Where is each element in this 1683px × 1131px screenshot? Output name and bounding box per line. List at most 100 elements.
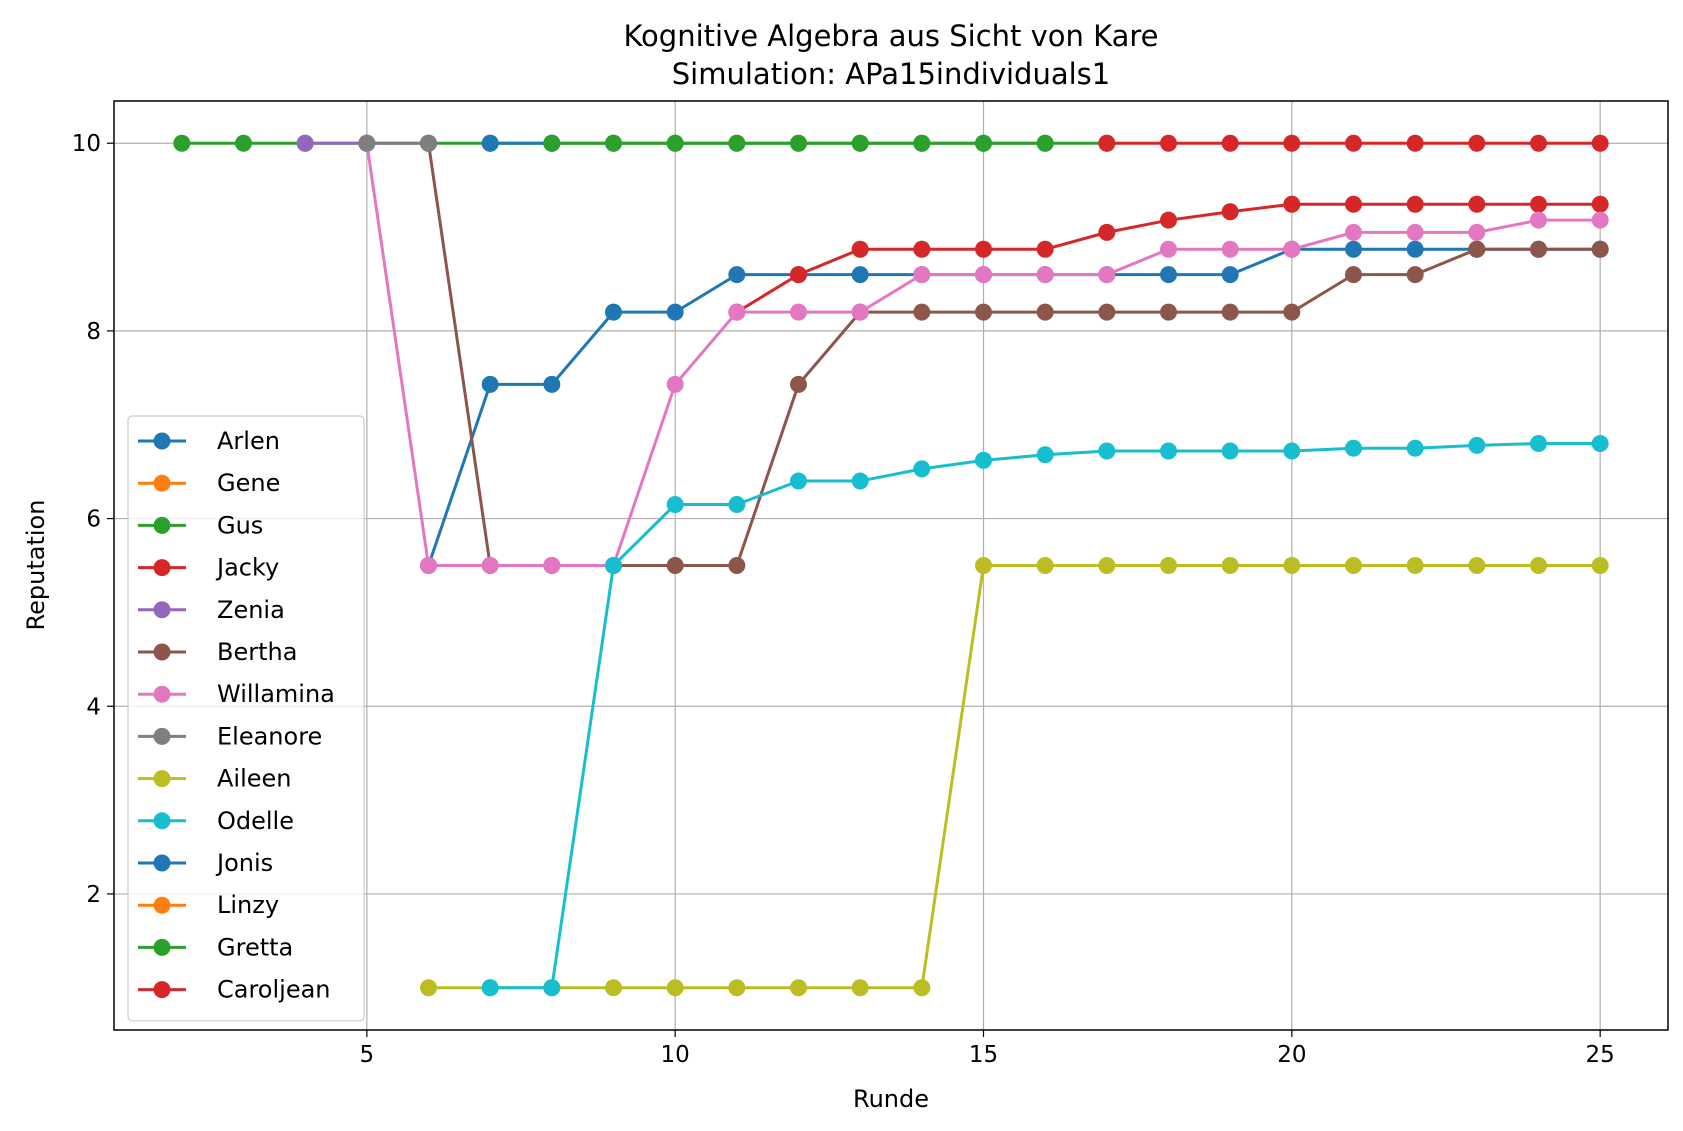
data-point-willamina xyxy=(852,304,869,321)
data-point-bertha xyxy=(1530,241,1547,258)
x-tick-label: 10 xyxy=(661,1042,690,1068)
data-point-odelle xyxy=(605,557,622,574)
legend: ArlenGeneGusJackyZeniaBerthaWillaminaEle… xyxy=(128,416,364,1021)
data-point-jacky xyxy=(913,241,930,258)
data-point-willamina xyxy=(667,376,684,393)
legend-label-odelle: Odelle xyxy=(217,807,294,835)
chart-subtitle: Simulation: APa15individuals1 xyxy=(672,57,1110,91)
y-axis-label: Reputation xyxy=(22,500,50,631)
data-point-jacky xyxy=(790,266,807,283)
data-point-odelle xyxy=(1592,435,1609,452)
data-point-willamina xyxy=(1037,266,1054,283)
data-point-willamina xyxy=(1345,224,1362,241)
data-point-bertha xyxy=(1592,241,1609,258)
data-point-bertha xyxy=(667,557,684,574)
y-tick-label: 10 xyxy=(72,131,101,157)
data-point-jacky xyxy=(1098,224,1115,241)
chart-title: Kognitive Algebra aus Sicht von Kare xyxy=(623,19,1158,53)
data-point-bertha xyxy=(1037,304,1054,321)
data-point-aileen xyxy=(1530,557,1547,574)
data-point-willamina xyxy=(1160,241,1177,258)
data-point-caroljean xyxy=(1345,135,1362,152)
data-point-caroljean xyxy=(1530,135,1547,152)
data-point-odelle xyxy=(482,979,499,996)
data-point-caroljean xyxy=(1592,135,1609,152)
data-point-aileen xyxy=(420,979,437,996)
legend-marker-gus xyxy=(154,517,171,534)
data-point-aileen xyxy=(852,979,869,996)
data-point-willamina xyxy=(1283,241,1300,258)
data-point-odelle xyxy=(1530,435,1547,452)
data-point-jacky xyxy=(975,241,992,258)
legend-label-zenia: Zenia xyxy=(217,596,285,624)
data-point-gretta xyxy=(852,135,869,152)
data-point-aileen xyxy=(1037,557,1054,574)
data-point-willamina xyxy=(420,557,437,574)
data-point-bertha xyxy=(1098,304,1115,321)
data-point-aileen xyxy=(1592,557,1609,574)
data-point-bertha xyxy=(975,304,992,321)
data-point-willamina xyxy=(1468,224,1485,241)
data-point-jacky xyxy=(852,241,869,258)
legend-label-gus: Gus xyxy=(217,511,263,539)
data-point-jacky xyxy=(1468,196,1485,213)
data-point-odelle xyxy=(1222,443,1239,460)
data-point-odelle xyxy=(1160,443,1177,460)
legend-label-gretta: Gretta xyxy=(217,933,293,961)
data-point-arlen xyxy=(543,376,560,393)
data-point-aileen xyxy=(1468,557,1485,574)
data-point-willamina xyxy=(1592,212,1609,229)
data-point-bertha xyxy=(790,376,807,393)
legend-marker-caroljean xyxy=(154,981,171,998)
data-point-aileen xyxy=(975,557,992,574)
legend-marker-eleanore xyxy=(154,728,171,745)
data-point-aileen xyxy=(1345,557,1362,574)
data-point-caroljean xyxy=(1160,135,1177,152)
legend-marker-willamina xyxy=(154,686,171,703)
data-point-odelle xyxy=(728,496,745,513)
x-tick-label: 20 xyxy=(1277,1042,1306,1068)
data-point-jacky xyxy=(1222,203,1239,220)
data-point-bertha xyxy=(1468,241,1485,258)
data-point-odelle xyxy=(852,473,869,490)
data-point-jonis xyxy=(482,135,499,152)
y-tick-label: 8 xyxy=(86,319,101,345)
legend-marker-gretta xyxy=(154,939,171,956)
data-point-caroljean xyxy=(1098,135,1115,152)
data-point-bertha xyxy=(1222,304,1239,321)
data-point-arlen xyxy=(482,376,499,393)
x-tick-label: 5 xyxy=(360,1042,375,1068)
data-point-willamina xyxy=(1407,224,1424,241)
data-point-jacky xyxy=(1530,196,1547,213)
legend-label-arlen: Arlen xyxy=(217,427,280,455)
data-point-arlen xyxy=(728,266,745,283)
data-point-jacky xyxy=(1283,196,1300,213)
data-point-aileen xyxy=(913,979,930,996)
data-point-gretta xyxy=(790,135,807,152)
data-point-aileen xyxy=(728,979,745,996)
data-point-gus xyxy=(235,135,252,152)
x-axis-label: Runde xyxy=(853,1085,929,1113)
data-point-willamina xyxy=(1530,212,1547,229)
data-point-arlen xyxy=(1222,266,1239,283)
data-point-willamina xyxy=(543,557,560,574)
legend-label-aileen: Aileen xyxy=(217,765,292,793)
data-point-odelle xyxy=(913,460,930,477)
data-point-willamina xyxy=(1222,241,1239,258)
data-point-odelle xyxy=(543,979,560,996)
data-point-gretta xyxy=(1037,135,1054,152)
data-point-jacky xyxy=(1037,241,1054,258)
data-point-arlen xyxy=(667,304,684,321)
data-point-arlen xyxy=(852,266,869,283)
data-point-aileen xyxy=(667,979,684,996)
legend-label-caroljean: Caroljean xyxy=(217,976,331,1004)
y-tick-label: 2 xyxy=(86,882,101,908)
data-point-gretta xyxy=(605,135,622,152)
data-point-willamina xyxy=(975,266,992,283)
data-point-gretta xyxy=(667,135,684,152)
data-point-bertha xyxy=(1160,304,1177,321)
legend-label-jacky: Jacky xyxy=(215,554,279,582)
data-point-caroljean xyxy=(1468,135,1485,152)
legend-marker-gene xyxy=(154,475,171,492)
data-point-aileen xyxy=(1160,557,1177,574)
